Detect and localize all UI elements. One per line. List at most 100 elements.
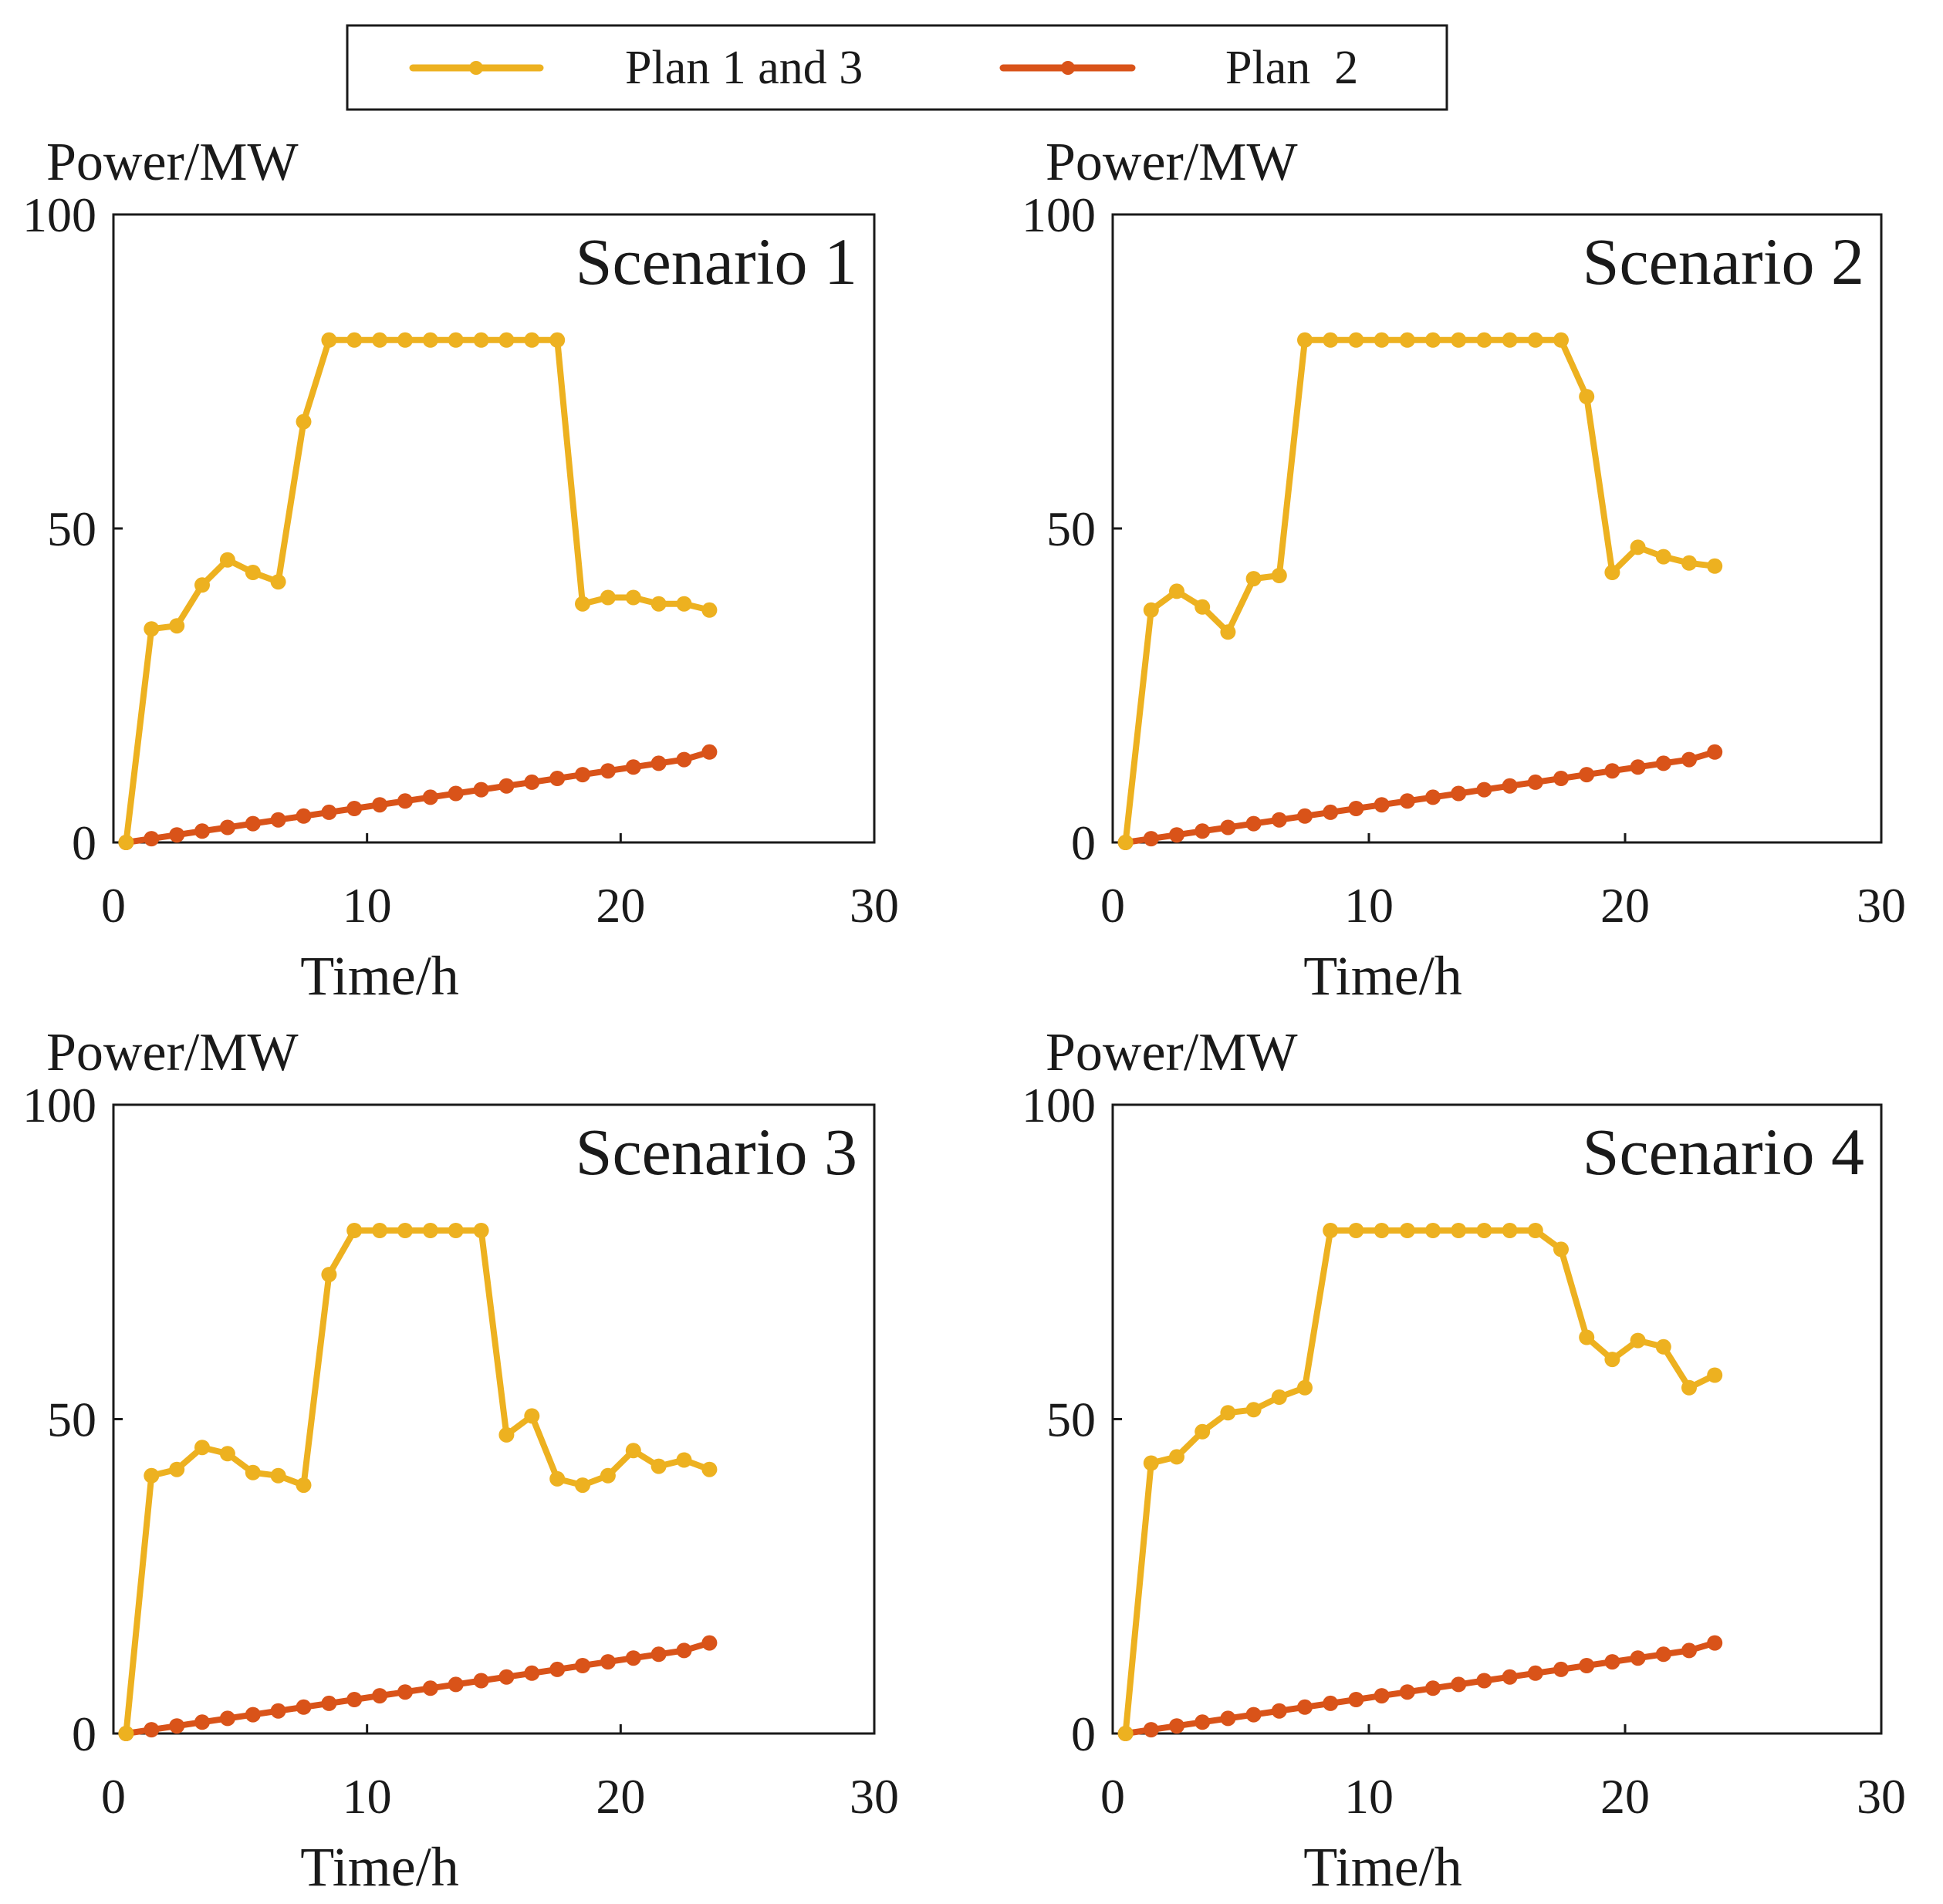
data-point xyxy=(1374,1223,1390,1238)
x-tick-label: 0 xyxy=(1100,878,1125,933)
data-point xyxy=(219,1710,235,1727)
y-tick-label: 100 xyxy=(22,187,96,242)
data-point xyxy=(372,1688,388,1704)
x-tick-label: 10 xyxy=(1344,878,1394,933)
data-point xyxy=(1655,1339,1671,1355)
data-point xyxy=(1271,1703,1287,1719)
chart-title: Scenario 3 xyxy=(576,1115,857,1189)
data-point xyxy=(1655,549,1671,565)
data-point xyxy=(245,565,261,580)
data-point xyxy=(1117,835,1134,850)
data-point xyxy=(1323,1223,1339,1238)
legend-marker-plan-2 xyxy=(1061,61,1075,75)
data-point xyxy=(1476,332,1492,348)
data-point xyxy=(1502,1669,1518,1685)
data-point xyxy=(1348,332,1364,348)
data-point xyxy=(346,1223,363,1238)
y-tick-label: 50 xyxy=(1046,1393,1096,1447)
data-point xyxy=(1681,751,1697,768)
series-line xyxy=(125,1639,711,1737)
data-point xyxy=(1451,332,1467,348)
data-point xyxy=(1169,1449,1184,1465)
data-point xyxy=(498,332,515,348)
y-tick-label: 50 xyxy=(47,1393,96,1447)
data-point xyxy=(1348,1223,1364,1238)
data-point xyxy=(1476,1673,1492,1689)
data-point xyxy=(1374,1688,1390,1704)
data-point xyxy=(270,1703,286,1719)
x-tick-label: 10 xyxy=(343,1769,392,1824)
data-point xyxy=(372,332,388,348)
x-tick-label: 30 xyxy=(850,1769,899,1824)
data-point xyxy=(1425,1223,1441,1238)
data-point xyxy=(1553,1661,1569,1677)
data-point xyxy=(625,1443,641,1459)
data-point xyxy=(296,1477,312,1494)
data-point xyxy=(1451,785,1467,802)
data-point xyxy=(194,1714,210,1730)
data-point xyxy=(296,414,312,430)
data-point xyxy=(1220,1710,1236,1727)
data-point xyxy=(701,602,718,618)
data-point xyxy=(1195,1423,1211,1440)
data-point xyxy=(1271,1389,1287,1405)
data-point xyxy=(701,1461,718,1477)
series-plan-1-and-3 xyxy=(1117,332,1723,850)
data-point xyxy=(1655,1646,1671,1663)
data-point xyxy=(1604,565,1620,580)
data-point xyxy=(1502,778,1518,794)
data-point xyxy=(1527,1223,1543,1238)
plot-area-frame xyxy=(1111,213,1883,844)
data-point xyxy=(575,1658,590,1673)
data-point xyxy=(346,1692,363,1707)
data-point xyxy=(219,1446,235,1462)
data-point xyxy=(422,1223,438,1238)
y-tick-label: 0 xyxy=(1071,815,1096,870)
data-point xyxy=(1323,1695,1339,1711)
data-point xyxy=(296,808,312,824)
y-tick-label: 100 xyxy=(22,1078,96,1133)
data-point xyxy=(1245,1402,1262,1418)
data-point xyxy=(219,819,235,836)
x-axis-label: Time/h xyxy=(1303,1836,1461,1898)
x-tick-label: 10 xyxy=(343,878,392,933)
data-point xyxy=(473,782,489,798)
data-point xyxy=(1297,1379,1313,1396)
data-point xyxy=(245,1464,261,1480)
data-point xyxy=(1399,1223,1415,1238)
y-tick-label: 0 xyxy=(72,1707,96,1761)
data-point xyxy=(1681,1642,1697,1659)
data-point xyxy=(1655,755,1671,771)
x-tick-label: 30 xyxy=(1857,878,1906,933)
data-point xyxy=(144,621,160,637)
data-point xyxy=(1451,1676,1467,1693)
data-point xyxy=(1245,815,1262,832)
legend: Plan 1 and 3 Plan 2 xyxy=(346,24,1448,111)
series-line xyxy=(125,748,711,846)
data-point xyxy=(625,759,641,775)
data-point xyxy=(701,744,718,760)
data-point xyxy=(1630,1650,1646,1666)
data-point xyxy=(625,1650,641,1666)
data-point xyxy=(397,332,413,348)
data-point xyxy=(1502,1223,1518,1238)
x-tick-label: 0 xyxy=(101,1769,126,1824)
data-point xyxy=(397,1684,413,1700)
data-point xyxy=(1604,1654,1620,1670)
data-point xyxy=(1630,759,1646,775)
data-point xyxy=(144,1467,160,1484)
data-point xyxy=(270,812,286,828)
data-point xyxy=(372,1223,388,1238)
x-tick-label: 30 xyxy=(850,878,899,933)
data-point xyxy=(169,1718,185,1734)
y-tick-label: 0 xyxy=(72,815,96,870)
data-point xyxy=(575,767,590,783)
data-point xyxy=(1553,771,1569,786)
x-tick-label: 30 xyxy=(1857,1769,1906,1824)
data-point xyxy=(600,1654,616,1670)
x-axis-label: Time/h xyxy=(300,1836,458,1898)
series-line xyxy=(1125,1639,1716,1737)
